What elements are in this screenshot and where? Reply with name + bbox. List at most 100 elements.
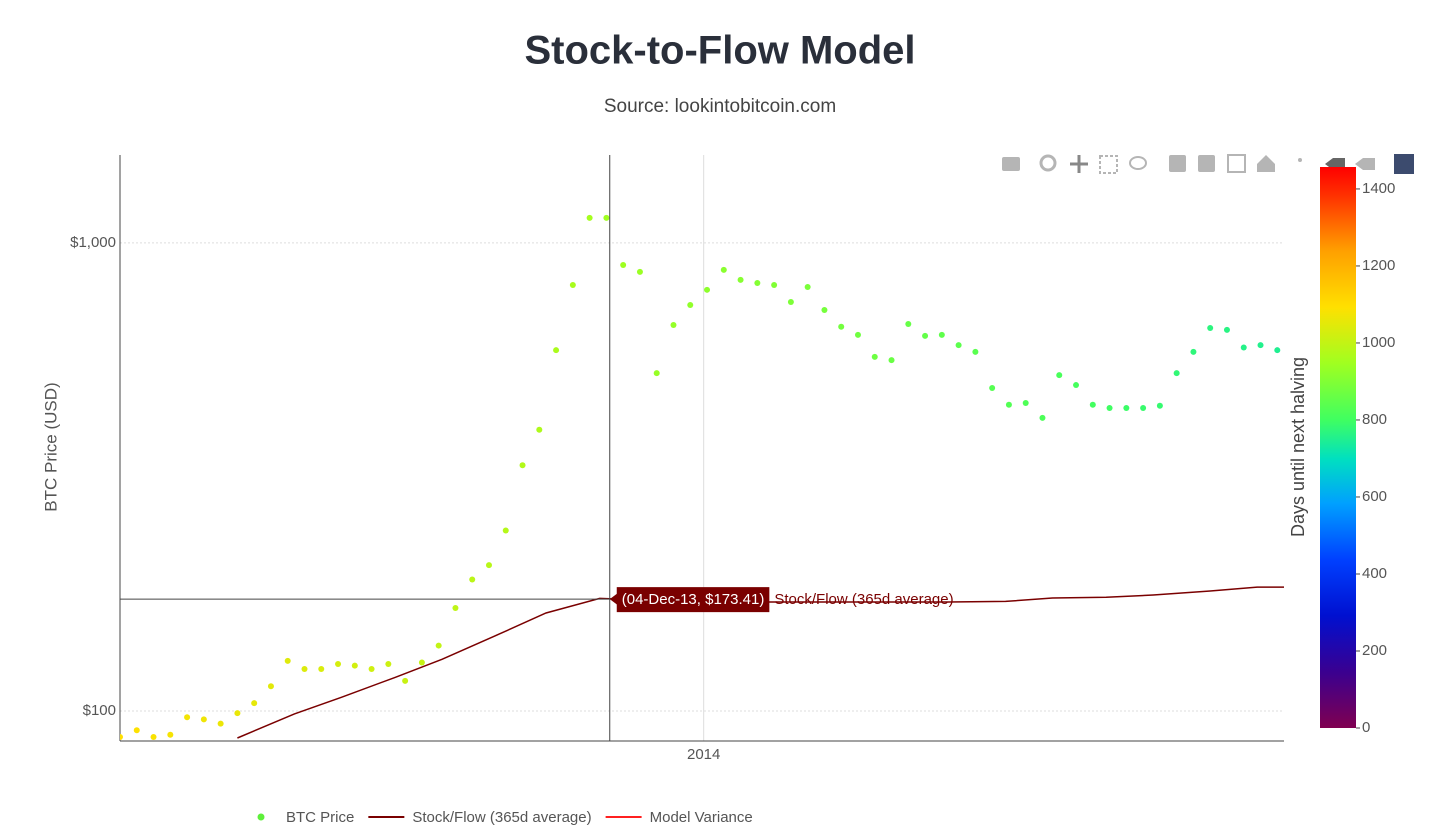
price-point xyxy=(1223,326,1230,333)
x-tick-label: 2014 xyxy=(687,746,720,763)
price-point xyxy=(469,576,476,583)
price-point xyxy=(402,677,409,684)
zoom-button[interactable] xyxy=(1039,154,1057,172)
hover-series-name: Stock/Flow (365d average) xyxy=(774,591,953,608)
reset-button[interactable] xyxy=(1257,155,1275,172)
price-point xyxy=(821,306,828,313)
colorbar-tick-label: 0 xyxy=(1362,719,1370,736)
price-point xyxy=(938,331,945,338)
price-point xyxy=(133,727,140,734)
price-point xyxy=(1056,372,1063,379)
colorbar xyxy=(1320,167,1356,728)
colorbar-title: Days until next halving xyxy=(1288,357,1308,537)
price-point xyxy=(1005,401,1012,408)
price-point xyxy=(620,262,627,269)
price-point xyxy=(301,665,308,672)
price-point xyxy=(636,268,643,275)
chart-title: Stock-to-Flow Model xyxy=(524,29,915,73)
hover-box xyxy=(616,587,770,613)
price-point xyxy=(418,659,425,666)
colorbar-tick-label: 800 xyxy=(1362,411,1387,428)
legend-label: Model Variance xyxy=(650,809,753,826)
legend-label: BTC Price xyxy=(286,809,354,826)
price-point xyxy=(385,661,392,668)
price-point xyxy=(1022,400,1029,407)
price-point xyxy=(955,342,962,349)
y-tick-label: $1,000 xyxy=(70,234,116,251)
plot-area xyxy=(120,214,1284,741)
zoom-out-button[interactable] xyxy=(1198,155,1215,172)
price-point xyxy=(351,662,358,669)
price-point xyxy=(704,286,711,293)
price-point xyxy=(502,527,509,534)
price-point xyxy=(905,321,912,328)
colorbar-tick-label: 400 xyxy=(1362,565,1387,582)
price-point xyxy=(871,353,878,360)
price-point xyxy=(989,384,996,391)
price-point xyxy=(754,280,761,287)
price-point xyxy=(1257,342,1264,349)
price-point xyxy=(368,665,375,672)
price-point xyxy=(1156,402,1163,409)
price-point xyxy=(234,710,241,717)
price-point xyxy=(653,370,660,377)
legend-marker xyxy=(257,813,265,821)
box-select-button[interactable] xyxy=(1099,155,1118,174)
price-point xyxy=(1073,382,1080,389)
colorbar-tick-label: 1200 xyxy=(1362,257,1395,274)
modebar xyxy=(1002,154,1414,174)
spike-button[interactable] xyxy=(1298,158,1302,162)
price-point xyxy=(804,284,811,291)
price-point xyxy=(267,683,274,690)
price-point xyxy=(771,282,778,289)
price-point xyxy=(519,462,526,469)
pan-button[interactable] xyxy=(1070,155,1088,173)
price-point xyxy=(1089,401,1096,408)
price-point xyxy=(167,731,174,738)
colorbar-tick-label: 600 xyxy=(1362,488,1387,505)
hover-label: (04-Dec-13, $173.41) xyxy=(622,591,765,608)
price-point xyxy=(569,282,576,289)
price-point xyxy=(284,657,291,664)
price-point xyxy=(1207,325,1214,332)
price-point xyxy=(1240,344,1247,351)
price-point xyxy=(536,426,543,433)
price-point xyxy=(1123,404,1130,411)
price-point xyxy=(787,298,794,305)
autoscale-button[interactable] xyxy=(1227,154,1246,173)
lasso-button[interactable] xyxy=(1129,156,1147,170)
price-point xyxy=(603,214,610,221)
price-point xyxy=(335,661,342,668)
price-point xyxy=(1190,348,1197,355)
price-point xyxy=(553,347,560,354)
chart-subtitle: Source: lookintobitcoin.com xyxy=(604,96,836,117)
price-point xyxy=(251,700,258,707)
price-point xyxy=(485,562,492,569)
price-point xyxy=(922,332,929,339)
price-point xyxy=(586,214,593,221)
price-point xyxy=(120,734,123,741)
logo-button[interactable] xyxy=(1394,154,1414,174)
price-point xyxy=(435,642,442,649)
price-point xyxy=(854,331,861,338)
price-point xyxy=(1039,414,1046,421)
price-point xyxy=(1140,404,1147,411)
price-point xyxy=(1274,347,1281,354)
price-point xyxy=(670,321,677,328)
colorbar-tick-label: 200 xyxy=(1362,642,1387,659)
price-point xyxy=(318,665,325,672)
price-point xyxy=(200,716,207,723)
price-point xyxy=(1173,370,1180,377)
zoom-in-button[interactable] xyxy=(1169,155,1186,172)
price-point xyxy=(888,357,895,364)
camera-button[interactable] xyxy=(1002,157,1020,171)
hover-arrow xyxy=(609,593,618,606)
price-point xyxy=(687,301,694,308)
hover-compare-button[interactable] xyxy=(1355,158,1375,170)
price-point xyxy=(452,605,459,612)
price-point xyxy=(972,348,979,355)
y-axis-title: BTC Price (USD) xyxy=(41,382,60,511)
price-point xyxy=(1106,404,1113,411)
colorbar-tick-label: 1400 xyxy=(1362,180,1395,197)
